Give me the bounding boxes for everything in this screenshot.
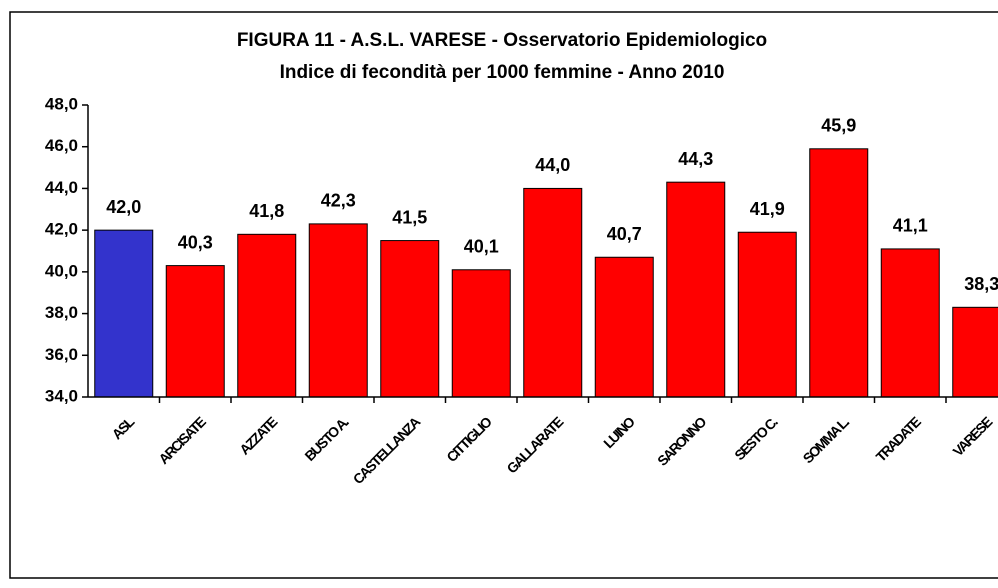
chart-title: FIGURA 11 - A.S.L. VARESE - Osservatorio… [237,30,767,51]
value-label: 41,5 [392,207,427,227]
y-tick-label: 44,0 [45,178,78,197]
bar [94,229,154,398]
chart-subtitle: Indice di fecondità per 1000 femmine - A… [280,62,725,83]
bar [523,187,583,398]
bar [237,233,297,398]
value-label: 45,9 [821,116,856,136]
y-tick-label: 46,0 [45,136,78,155]
value-label: 41,8 [249,201,284,221]
y-tick-label: 42,0 [45,220,78,239]
value-label: 40,7 [607,224,642,244]
bar [451,269,511,398]
y-tick-label: 38,0 [45,303,78,322]
bar [594,256,654,398]
y-tick-label: 36,0 [45,345,78,364]
bar [666,181,726,398]
y-tick-label: 34,0 [45,386,78,405]
value-label: 41,9 [750,199,785,219]
y-tick-label: 48,0 [45,94,78,113]
value-label: 40,3 [178,232,213,252]
bar [165,265,225,398]
value-label: 42,3 [321,191,356,211]
bar [737,231,797,398]
value-label: 38,3 [964,274,998,294]
value-label: 41,1 [893,216,928,236]
bar [880,248,940,398]
bar [308,223,368,398]
value-label: 44,0 [535,155,570,175]
value-label: 44,3 [678,149,713,169]
bar [380,240,440,398]
value-label: 40,1 [464,237,499,257]
bar [809,148,869,398]
y-tick-label: 40,0 [45,261,78,280]
bar [952,306,998,398]
value-label: 42,0 [106,197,141,217]
